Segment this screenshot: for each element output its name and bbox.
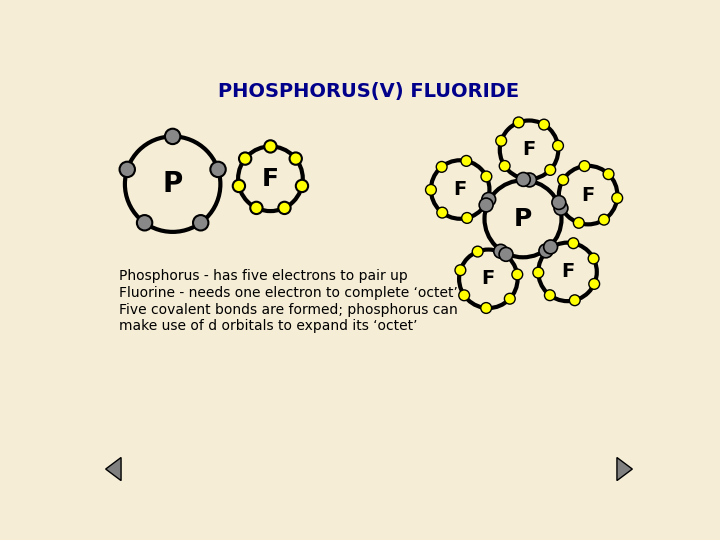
Circle shape [544,290,555,301]
Circle shape [482,197,492,207]
Circle shape [558,174,569,185]
Circle shape [239,152,251,165]
Circle shape [544,244,554,255]
Circle shape [505,293,516,304]
Circle shape [545,165,556,176]
Circle shape [462,213,472,224]
Circle shape [165,129,180,144]
Text: F: F [262,167,279,191]
Circle shape [289,152,302,165]
Circle shape [512,269,523,280]
Circle shape [459,290,469,301]
Text: F: F [482,269,495,288]
Circle shape [437,207,448,218]
Circle shape [485,180,562,257]
Circle shape [573,218,584,228]
Circle shape [193,215,208,231]
Polygon shape [617,457,632,481]
Circle shape [570,295,580,306]
Text: P: P [163,170,183,198]
Circle shape [521,173,532,184]
Circle shape [459,249,518,308]
Circle shape [523,173,536,187]
Circle shape [553,140,564,151]
Circle shape [482,192,495,206]
Circle shape [539,242,597,301]
Circle shape [603,169,614,179]
Circle shape [426,185,436,195]
Circle shape [554,201,568,215]
Circle shape [544,240,557,254]
Polygon shape [106,457,121,481]
Text: F: F [454,180,467,199]
Circle shape [472,246,483,257]
Text: Five covalent bonds are formed; phosphorus can
make use of d orbitals to expand : Five covalent bonds are formed; phosphor… [119,303,457,333]
Circle shape [499,247,513,261]
Circle shape [588,253,599,264]
Circle shape [461,156,472,166]
Circle shape [436,161,447,172]
Text: PHOSPHORUS(V) FLUORIDE: PHOSPHORUS(V) FLUORIDE [218,82,520,101]
Circle shape [499,160,510,171]
Circle shape [500,120,558,179]
Circle shape [481,171,492,182]
Circle shape [455,265,466,275]
Text: F: F [582,186,595,205]
Circle shape [568,238,579,248]
Circle shape [120,161,135,177]
Circle shape [513,117,524,128]
Circle shape [480,198,493,212]
Circle shape [552,195,566,210]
Circle shape [589,279,600,289]
Circle shape [264,140,276,153]
Text: F: F [561,262,574,281]
Circle shape [498,248,508,259]
Circle shape [516,172,531,186]
Circle shape [555,200,566,211]
Circle shape [296,180,308,192]
Circle shape [494,244,508,258]
Text: Phosphorus - has five electrons to pair up: Phosphorus - has five electrons to pair … [119,269,408,283]
Circle shape [137,215,153,231]
Circle shape [579,161,590,172]
Circle shape [481,302,492,313]
Circle shape [559,166,617,224]
Circle shape [210,161,226,177]
Circle shape [539,244,553,258]
Circle shape [233,180,245,192]
Text: F: F [523,140,536,159]
Circle shape [533,267,544,278]
Text: P: P [514,207,532,231]
Circle shape [496,136,507,146]
Text: Fluorine - needs one electron to complete ‘octet’: Fluorine - needs one electron to complet… [119,286,458,300]
Circle shape [279,202,291,214]
Circle shape [431,160,490,219]
Circle shape [539,119,549,130]
Circle shape [251,202,263,214]
Circle shape [612,193,623,204]
Circle shape [598,214,609,225]
